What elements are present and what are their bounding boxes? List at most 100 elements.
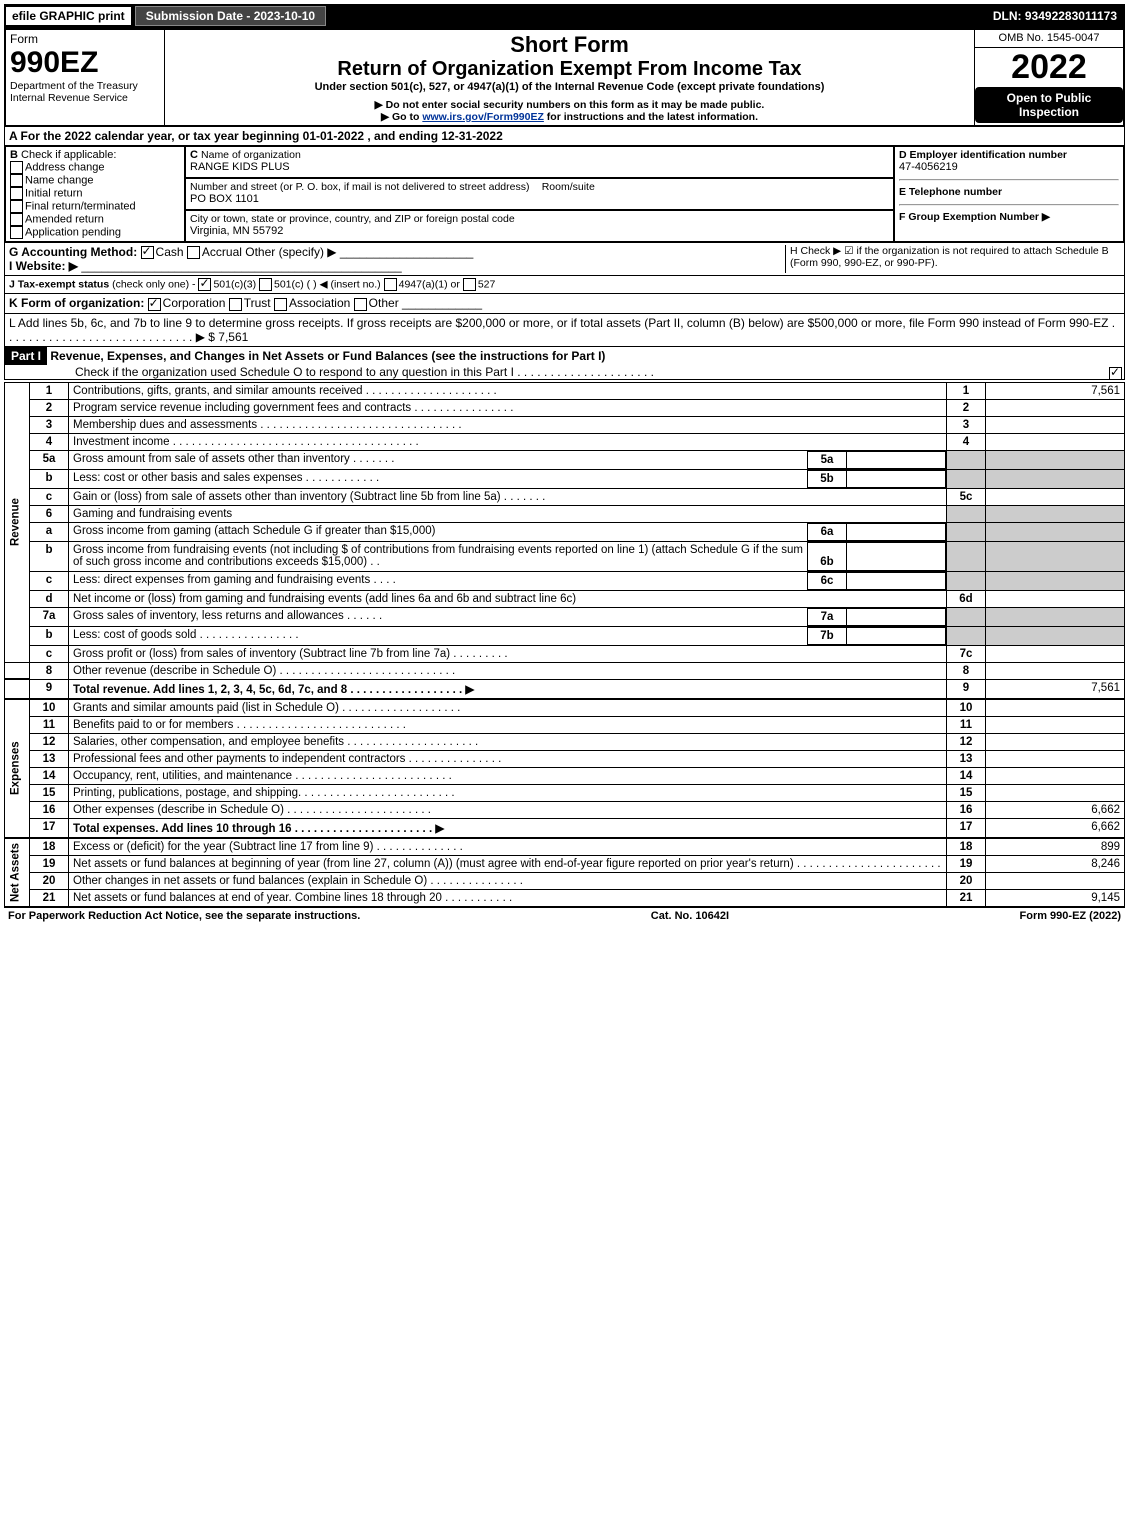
row-20-desc: Other changes in net assets or fund bala… (69, 872, 947, 889)
goto-suffix: for instructions and the latest informat… (544, 111, 758, 123)
row-20-ln: 20 (947, 872, 986, 889)
row-8-desc: Other revenue (describe in Schedule O) .… (69, 662, 947, 679)
section-c-label: C (190, 149, 198, 161)
address-change-checkbox[interactable] (10, 161, 23, 174)
row-6d-ln: 6d (947, 590, 986, 607)
l-value: 7,561 (218, 330, 248, 344)
accrual-label: Accrual (202, 245, 242, 259)
corp-checkbox[interactable] (148, 298, 161, 311)
row-5a-inner-ln: 5a (808, 451, 847, 468)
4947-checkbox[interactable] (384, 278, 397, 291)
row-3-desc: Membership dues and assessments . . . . … (69, 416, 947, 433)
row-6a-desc: Gross income from gaming (attach Schedul… (69, 523, 808, 540)
row-21-num: 21 (30, 889, 69, 907)
footer-left: For Paperwork Reduction Act Notice, see … (8, 910, 360, 922)
row-11-val (986, 716, 1125, 733)
row-7b-inner-ln: 7b (808, 627, 847, 644)
dept-label: Department of the Treasury (10, 80, 160, 92)
row-7b-ln-shade (947, 626, 986, 645)
row-10-num: 10 (30, 699, 69, 717)
row-6b-inner-ln: 6b (808, 542, 847, 570)
part1-schedule-o-checkbox[interactable] (1109, 367, 1122, 380)
row-8-num: 8 (30, 662, 69, 679)
row-14-val (986, 767, 1125, 784)
trust-checkbox[interactable] (229, 298, 242, 311)
amended-return-checkbox[interactable] (10, 213, 23, 226)
row-17-desc: Total expenses. Add lines 10 through 16 … (69, 818, 947, 838)
application-pending-checkbox[interactable] (10, 226, 23, 239)
row-14-ln: 14 (947, 767, 986, 784)
row-2-desc: Program service revenue including govern… (69, 399, 947, 416)
name-change-checkbox[interactable] (10, 174, 23, 187)
row-7a-val-shade (986, 607, 1125, 626)
row-7b-desc: Less: cost of goods sold . . . . . . . .… (69, 627, 808, 644)
opt-amended-return: Amended return (25, 213, 104, 225)
row-6c-desc: Less: direct expenses from gaming and fu… (69, 572, 808, 589)
efile-print-label[interactable]: efile GRAPHIC print (6, 7, 131, 25)
row-5b-inner-val (847, 470, 946, 487)
row-7c-num: c (30, 645, 69, 662)
row-11-desc: Benefits paid to or for members . . . . … (69, 716, 947, 733)
dln-label: DLN: 93492283011173 (993, 9, 1123, 23)
row-1-val: 7,561 (986, 382, 1125, 399)
row-3-ln: 3 (947, 416, 986, 433)
accrual-checkbox[interactable] (187, 246, 200, 259)
row-6a-num: a (30, 522, 69, 541)
row-21-ln: 21 (947, 889, 986, 907)
row-3-num: 3 (30, 416, 69, 433)
part1-label: Part I (5, 347, 47, 365)
row-13-val (986, 750, 1125, 767)
row-4-desc: Investment income . . . . . . . . . . . … (69, 433, 947, 450)
row-2-num: 2 (30, 399, 69, 416)
row-14-num: 14 (30, 767, 69, 784)
goto-link[interactable]: www.irs.gov/Form990EZ (422, 111, 544, 123)
row-11-num: 11 (30, 716, 69, 733)
net-vertical-label: Net Assets (5, 838, 30, 907)
501c3-checkbox[interactable] (198, 278, 211, 291)
other-label: Other (specify) ▶ (245, 245, 336, 259)
row-12-val (986, 733, 1125, 750)
row-6-num: 6 (30, 505, 69, 522)
opt-initial-return: Initial return (25, 187, 82, 199)
row-16-val: 6,662 (986, 801, 1125, 818)
form-word: Form (10, 32, 160, 46)
row-5c-val (986, 488, 1125, 505)
527-checkbox[interactable] (463, 278, 476, 291)
row-10-ln: 10 (947, 699, 986, 717)
org-name: RANGE KIDS PLUS (190, 161, 290, 173)
row-9-num: 9 (30, 679, 69, 699)
submission-date-label: Submission Date - 2023-10-10 (135, 6, 326, 26)
k-prefix: K Form of organization: (9, 296, 144, 310)
row-4-ln: 4 (947, 433, 986, 450)
goto-prefix: ▶ Go to (381, 111, 422, 123)
row-5b-inner-ln: 5b (808, 470, 847, 487)
expenses-vertical-label: Expenses (5, 699, 30, 838)
row-6a-inner-val (847, 523, 946, 540)
row-12-ln: 12 (947, 733, 986, 750)
section-b-label: B (10, 149, 18, 161)
open-to-public: Open to Public Inspection (975, 87, 1123, 123)
other-k-checkbox[interactable] (354, 298, 367, 311)
row-1-num: 1 (30, 382, 69, 399)
row-10-desc: Grants and similar amounts paid (list in… (69, 699, 947, 717)
row-17-ln: 17 (947, 818, 986, 838)
row-20-val (986, 872, 1125, 889)
row-8-val (986, 662, 1125, 679)
row-15-desc: Printing, publications, postage, and shi… (69, 784, 947, 801)
row-15-num: 15 (30, 784, 69, 801)
initial-return-checkbox[interactable] (10, 187, 23, 200)
row-6d-val (986, 590, 1125, 607)
cash-label: Cash (156, 245, 184, 259)
j-prefix: J Tax-exempt status (9, 279, 112, 291)
row-6-val-shade (986, 505, 1125, 522)
line-a: A For the 2022 calendar year, or tax yea… (4, 127, 1125, 146)
row-6b-num: b (30, 541, 69, 571)
assoc-checkbox[interactable] (274, 298, 287, 311)
form-header: Form 990EZ Department of the Treasury In… (4, 28, 1125, 127)
do-not-enter: ▶ Do not enter social security numbers o… (169, 99, 970, 111)
cash-checkbox[interactable] (141, 246, 154, 259)
501c-checkbox[interactable] (259, 278, 272, 291)
row-6c-inner-val (847, 572, 946, 589)
final-return-checkbox[interactable] (10, 200, 23, 213)
row-20-num: 20 (30, 872, 69, 889)
